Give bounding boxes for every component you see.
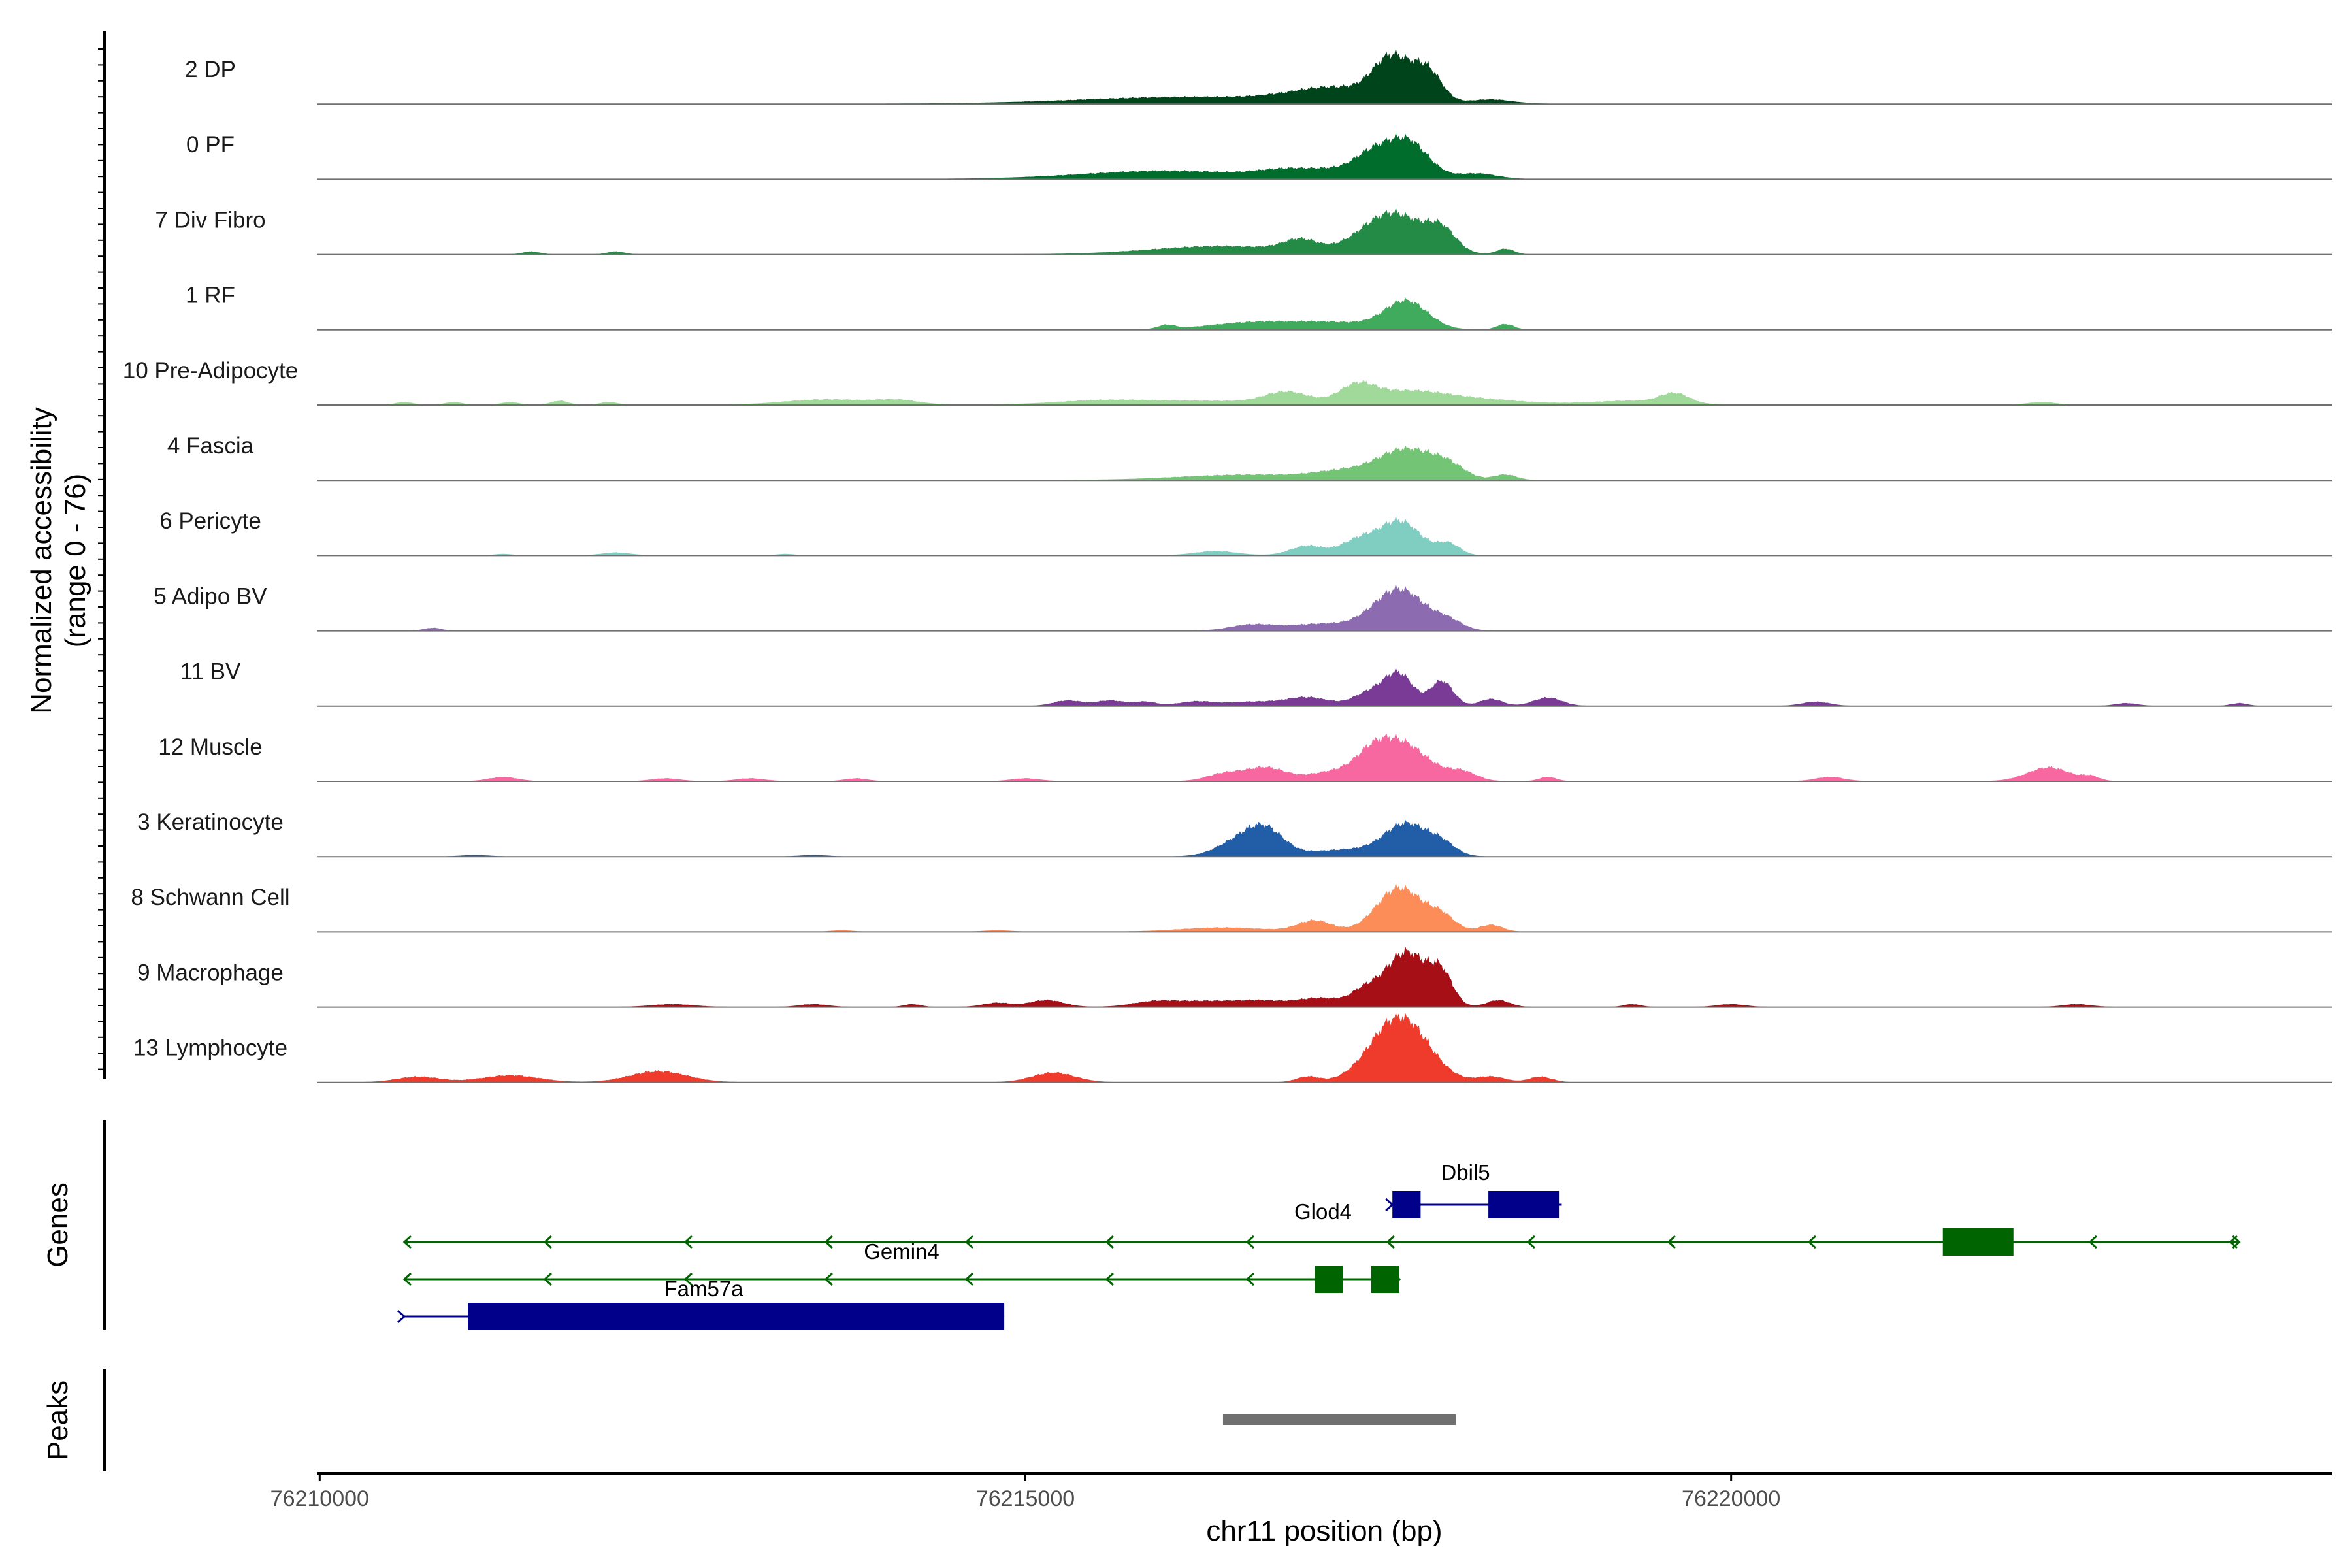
- strand-arrow: [683, 1272, 693, 1286]
- x-tick-label: 76220000: [1682, 1486, 1780, 1511]
- track-label: 4 Fascia: [167, 433, 254, 459]
- track-10: 12 Muscle: [158, 733, 2332, 782]
- track-3: 7 Div Fibro: [155, 207, 2332, 255]
- gene-dbil5: Dbil5: [402, 1160, 2241, 1256]
- gene-fam57a: Fam57a: [397, 1277, 1005, 1330]
- gene-gemin4: Gemin4: [402, 1239, 1401, 1293]
- genes-track: Genes Glod4 Dbil5 Gemin4 Fam57a: [42, 1120, 2241, 1330]
- gene-glod4: Glod4: [1294, 1191, 1562, 1224]
- x-axis-ticks: 76210000 76215000 76220000: [270, 1473, 1780, 1511]
- track-9: 11 BV: [180, 659, 2332, 707]
- track-label: 2 DP: [185, 57, 236, 82]
- track-14: 13 Lymphocyte: [133, 1012, 2332, 1083]
- strand-arrow: [402, 1235, 412, 1249]
- exon-block: [1371, 1266, 1399, 1293]
- track-7: 6 Pericyte: [159, 508, 2332, 557]
- y-axis-label: Normalized accessibility: [25, 407, 57, 713]
- strand-arrow: [964, 1235, 973, 1249]
- track-8: 5 Adipo BV: [154, 583, 2332, 632]
- genes-track-title: Genes: [42, 1183, 74, 1267]
- track-label: 8 Schwann Cell: [131, 885, 289, 910]
- track-label: 9 Macrophage: [137, 960, 284, 985]
- x-axis-title: chr11 position (bp): [1206, 1515, 1442, 1547]
- strand-arrow: [1667, 1235, 1676, 1249]
- track-1: 2 DP: [185, 49, 2332, 105]
- strand-arrow: [964, 1272, 973, 1286]
- gene-label: Gemin4: [864, 1239, 939, 1264]
- track-13: 9 Macrophage: [137, 947, 2332, 1008]
- gene-models: Glod4 Dbil5 Gemin4 Fam57a: [397, 1160, 2241, 1330]
- y-axis-range-label: (range 0 - 76): [59, 474, 91, 648]
- strand-arrow: [543, 1272, 552, 1286]
- exon-block: [1315, 1266, 1343, 1293]
- strand-arrow: [397, 1309, 406, 1324]
- strand-arrow: [683, 1235, 693, 1249]
- track-label: 5 Adipo BV: [154, 583, 267, 609]
- strand-arrow: [1386, 1235, 1395, 1249]
- track-4: 1 RF: [186, 283, 2332, 331]
- track-label: 12 Muscle: [158, 734, 263, 760]
- gene-label: Fam57a: [664, 1277, 743, 1301]
- exon-block: [1392, 1191, 1421, 1218]
- strand-arrow: [1105, 1235, 1114, 1249]
- track-12: 8 Schwann Cell: [131, 883, 2332, 933]
- track-label: 0 PF: [186, 132, 235, 157]
- track-11: 3 Keratinocyte: [137, 809, 2332, 858]
- coverage-tracks: 2 DP 0 PF 7 Div Fibro 1 RF 10 Pre-Adipocyte 4…: [123, 49, 2332, 1083]
- peak-bar: [1222, 1414, 1456, 1425]
- track-label: 11 BV: [180, 659, 241, 685]
- track-label: 7 Div Fibro: [155, 207, 265, 233]
- strand-arrow: [824, 1235, 833, 1249]
- track-label: 3 Keratinocyte: [137, 809, 284, 835]
- coverage-area: [317, 733, 2332, 782]
- strand-arrow: [1526, 1235, 1535, 1249]
- peak-regions: [1222, 1414, 1456, 1425]
- x-axis: 76210000 76215000 76220000 chr11 position …: [270, 1472, 2332, 1547]
- track-2: 0 PF: [186, 132, 2332, 180]
- exon-block: [1942, 1228, 2014, 1256]
- track-label: 10 Pre-Adipocyte: [123, 358, 298, 384]
- x-tick-label: 76215000: [976, 1486, 1075, 1511]
- strand-arrow: [402, 1272, 412, 1286]
- gene-label: Dbil5: [1441, 1160, 1490, 1184]
- strand-arrow: [824, 1272, 833, 1286]
- exon-block: [1488, 1191, 1560, 1218]
- gene-label: Glod4: [1294, 1200, 1352, 1224]
- track-5: 10 Pre-Adipocyte: [123, 358, 2332, 406]
- coverage-axis-ticks: [98, 48, 105, 1070]
- strand-arrow: [1105, 1272, 1114, 1286]
- track-label: 13 Lymphocyte: [133, 1036, 287, 1061]
- strand-arrow: [1807, 1235, 1816, 1249]
- strand-arrow: [543, 1235, 552, 1249]
- strand-arrow: [1245, 1235, 1254, 1249]
- y-axis-title: Normalized accessibility (range 0 - 76): [25, 407, 91, 713]
- x-tick-label: 76210000: [270, 1486, 369, 1511]
- track-6: 4 Fascia: [167, 433, 2332, 482]
- exon-block: [468, 1303, 1005, 1330]
- peaks-track: Peaks: [42, 1369, 1456, 1471]
- strand-arrow: [2232, 1235, 2241, 1249]
- strand-arrow: [1245, 1272, 1254, 1286]
- strand-arrow: [2088, 1235, 2097, 1249]
- peaks-track-title: Peaks: [42, 1380, 74, 1460]
- track-label: 1 RF: [186, 283, 235, 308]
- track-label: 6 Pericyte: [159, 508, 261, 534]
